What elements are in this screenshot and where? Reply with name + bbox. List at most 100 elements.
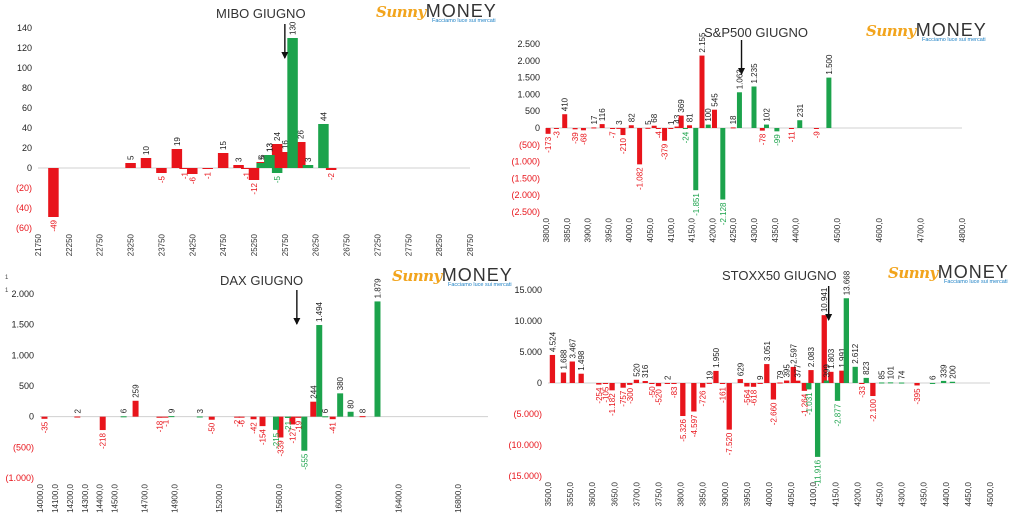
red-series-bar	[730, 127, 736, 129]
red-series-bar	[156, 416, 163, 418]
data-label: 1.494	[315, 301, 324, 322]
x-tick-label: 14400,0	[96, 483, 105, 512]
arrow-head	[293, 318, 301, 325]
x-tick-label: 14500,0	[111, 483, 120, 512]
red-series-bar	[687, 125, 693, 128]
data-label: 82	[627, 113, 636, 122]
red-series-bar	[719, 383, 726, 384]
logo-tagline: Facciamo luce sui mercati	[448, 282, 512, 288]
data-label: -7	[609, 131, 618, 139]
data-label: -41	[329, 422, 338, 434]
data-label: 2.155	[698, 32, 707, 53]
red-series-bar	[277, 416, 284, 438]
y-tick-label: 1.500	[11, 320, 34, 330]
data-label: -300	[626, 387, 635, 404]
y-tick-label: 0	[29, 412, 34, 422]
red-series-bar	[125, 163, 136, 168]
red-series-bar	[764, 364, 770, 383]
data-label: 13	[265, 143, 274, 152]
data-label: -105	[601, 386, 610, 403]
y-tick-label: (15.000)	[508, 471, 542, 481]
data-label: -2.660	[769, 402, 778, 425]
green-series-bar	[196, 416, 203, 418]
data-label: 2.083	[807, 347, 816, 368]
data-label: 5	[127, 155, 136, 160]
red-series-bar	[48, 168, 59, 217]
x-tick-label: 15600,0	[275, 483, 284, 512]
red-series-bar	[678, 115, 684, 128]
data-label: 5	[644, 120, 653, 125]
red-series-bar	[691, 383, 697, 412]
green-series-bar	[374, 301, 381, 417]
red-series-bar	[655, 128, 661, 129]
data-label: -21	[284, 420, 293, 432]
red-series-bar	[671, 383, 677, 384]
x-tick-label: 3800,0	[677, 481, 686, 506]
data-label: 395	[783, 364, 792, 378]
data-label: -218	[99, 432, 108, 449]
y-tick-label: (1.000)	[511, 157, 540, 167]
red-series-bar	[289, 416, 296, 425]
data-label: 3	[196, 408, 205, 413]
chart-title: S&P500 GIUGNO	[704, 25, 809, 40]
x-tick-label: 3600,0	[588, 481, 597, 506]
data-label: 116	[598, 108, 607, 121]
red-series-bar	[545, 128, 551, 134]
red-series-bar	[713, 370, 719, 383]
green-series-bar	[272, 416, 279, 430]
red-series-bar	[808, 370, 814, 383]
x-tick-label: 4350,0	[920, 481, 929, 506]
brand-logo: SunnyMONEY Facciamo luce sui mercati	[376, 2, 497, 25]
red-series-bar	[620, 383, 626, 388]
data-label: 15	[219, 141, 228, 150]
x-tick-label: 3800,0	[542, 217, 551, 242]
x-tick-label: 14200,0	[66, 483, 75, 512]
data-label: 9	[167, 408, 176, 413]
y-tick-label: (1.000)	[5, 473, 34, 483]
y-tick-label: (60)	[16, 223, 32, 233]
data-label: 1.879	[373, 278, 382, 299]
red-series-bar	[637, 128, 643, 165]
x-tick-label: 4700,0	[916, 217, 925, 242]
red-series-bar	[744, 383, 750, 387]
data-label: -757	[619, 390, 628, 407]
red-series-bar	[662, 128, 668, 141]
data-label: 85	[878, 370, 887, 379]
green-series-bar	[682, 128, 688, 129]
green-series-bar	[774, 128, 780, 132]
red-series-bar	[359, 416, 366, 418]
x-tick-label: 3850,0	[699, 481, 708, 506]
data-label: -50	[648, 386, 657, 398]
data-label: 130	[289, 21, 298, 35]
data-label: -2	[233, 419, 242, 427]
x-tick-label: 14100,0	[51, 483, 60, 512]
data-label: 1.688	[559, 349, 568, 370]
data-label: 3.051	[763, 341, 772, 362]
chart-canvas: 2.500 2.000 1.500 1.000 500 0 (500) (1.000) (1.5…	[511, 32, 967, 242]
x-tick-label: 16800,0	[454, 483, 463, 512]
data-label: -50	[208, 422, 217, 434]
chart-title: STOXX50 GIUGNO	[722, 268, 837, 283]
y-tick-label: (40)	[16, 203, 32, 213]
y-tick-label: 2.500	[517, 39, 540, 49]
data-label: 316	[641, 364, 650, 378]
red-series-bar	[132, 400, 139, 417]
red-series-bar	[788, 128, 794, 129]
red-series-bar	[609, 383, 615, 391]
data-label: -2.128	[719, 202, 728, 225]
chart-panel-stoxx50: STOXX50 GIUGNO SunnyMONEY Facciamo luce …	[508, 262, 1024, 523]
red-series-bar	[41, 416, 48, 419]
data-label: 13.668	[842, 270, 851, 295]
red-series-bar	[759, 128, 765, 131]
data-label: -19	[294, 420, 303, 432]
y-tick-label: (500)	[13, 442, 34, 452]
green-series-bar	[806, 383, 812, 390]
red-series-bar	[259, 416, 266, 427]
x-tick-label: 4800,0	[958, 217, 967, 242]
red-series-bar	[699, 55, 705, 129]
x-tick-label: 23250	[127, 233, 136, 256]
logo-word-money: MONEY	[937, 262, 1009, 282]
data-label: 68	[650, 113, 659, 122]
data-label: 1.235	[750, 63, 759, 84]
data-label: 545	[710, 93, 719, 107]
